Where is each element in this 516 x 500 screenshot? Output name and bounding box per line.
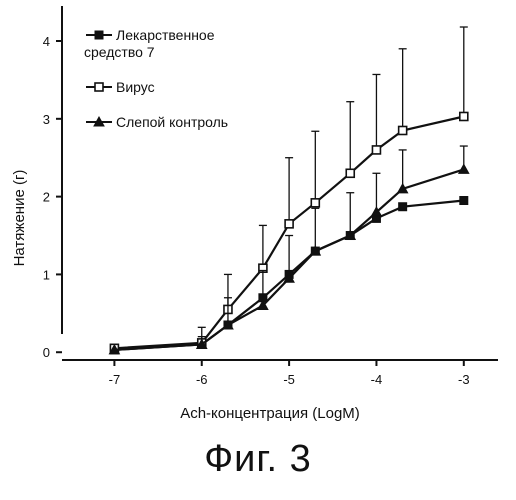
x-axis-label: Ach-концентрация (LogM) bbox=[180, 405, 360, 422]
axes: 0 1 2 3 4 -7 -6 -5 -4 -3 bbox=[43, 6, 498, 387]
series-line bbox=[114, 117, 463, 349]
legend-label: Слепой контроль bbox=[116, 114, 228, 130]
data-point bbox=[311, 199, 319, 207]
data-point bbox=[372, 146, 380, 154]
y-tick-label: 4 bbox=[43, 34, 50, 49]
legend-label: средство 7 bbox=[84, 44, 155, 60]
legend-marker bbox=[95, 83, 103, 91]
data-point bbox=[285, 220, 293, 228]
y-tick-label: 2 bbox=[43, 190, 50, 205]
legend-marker bbox=[95, 31, 103, 39]
legend-label: Вирус bbox=[116, 79, 155, 95]
data-point bbox=[399, 203, 407, 211]
y-tick-label: 3 bbox=[43, 112, 50, 127]
data-point bbox=[399, 126, 407, 134]
data-point bbox=[346, 169, 354, 177]
x-tick-label: -7 bbox=[109, 372, 121, 387]
data-point bbox=[460, 112, 468, 120]
legend-label: Лекарственное bbox=[116, 27, 215, 43]
x-tick-label: -4 bbox=[371, 372, 383, 387]
data-point bbox=[459, 164, 469, 173]
x-tick-label: -3 bbox=[458, 372, 470, 387]
y-axis-label: Натяжение (г) bbox=[11, 170, 28, 267]
figure-caption: Фиг. 3 bbox=[0, 438, 516, 481]
y-tick-label: 1 bbox=[43, 267, 50, 282]
x-tick-label: -5 bbox=[283, 372, 295, 387]
legend: Лекарственноесредство 7 Вирус Слепой контр… bbox=[84, 27, 228, 130]
series-1 bbox=[110, 27, 467, 352]
data-point bbox=[460, 197, 468, 205]
series-layer bbox=[109, 27, 468, 354]
y-tick-label: 0 bbox=[43, 345, 50, 360]
x-tick-label: -6 bbox=[196, 372, 208, 387]
